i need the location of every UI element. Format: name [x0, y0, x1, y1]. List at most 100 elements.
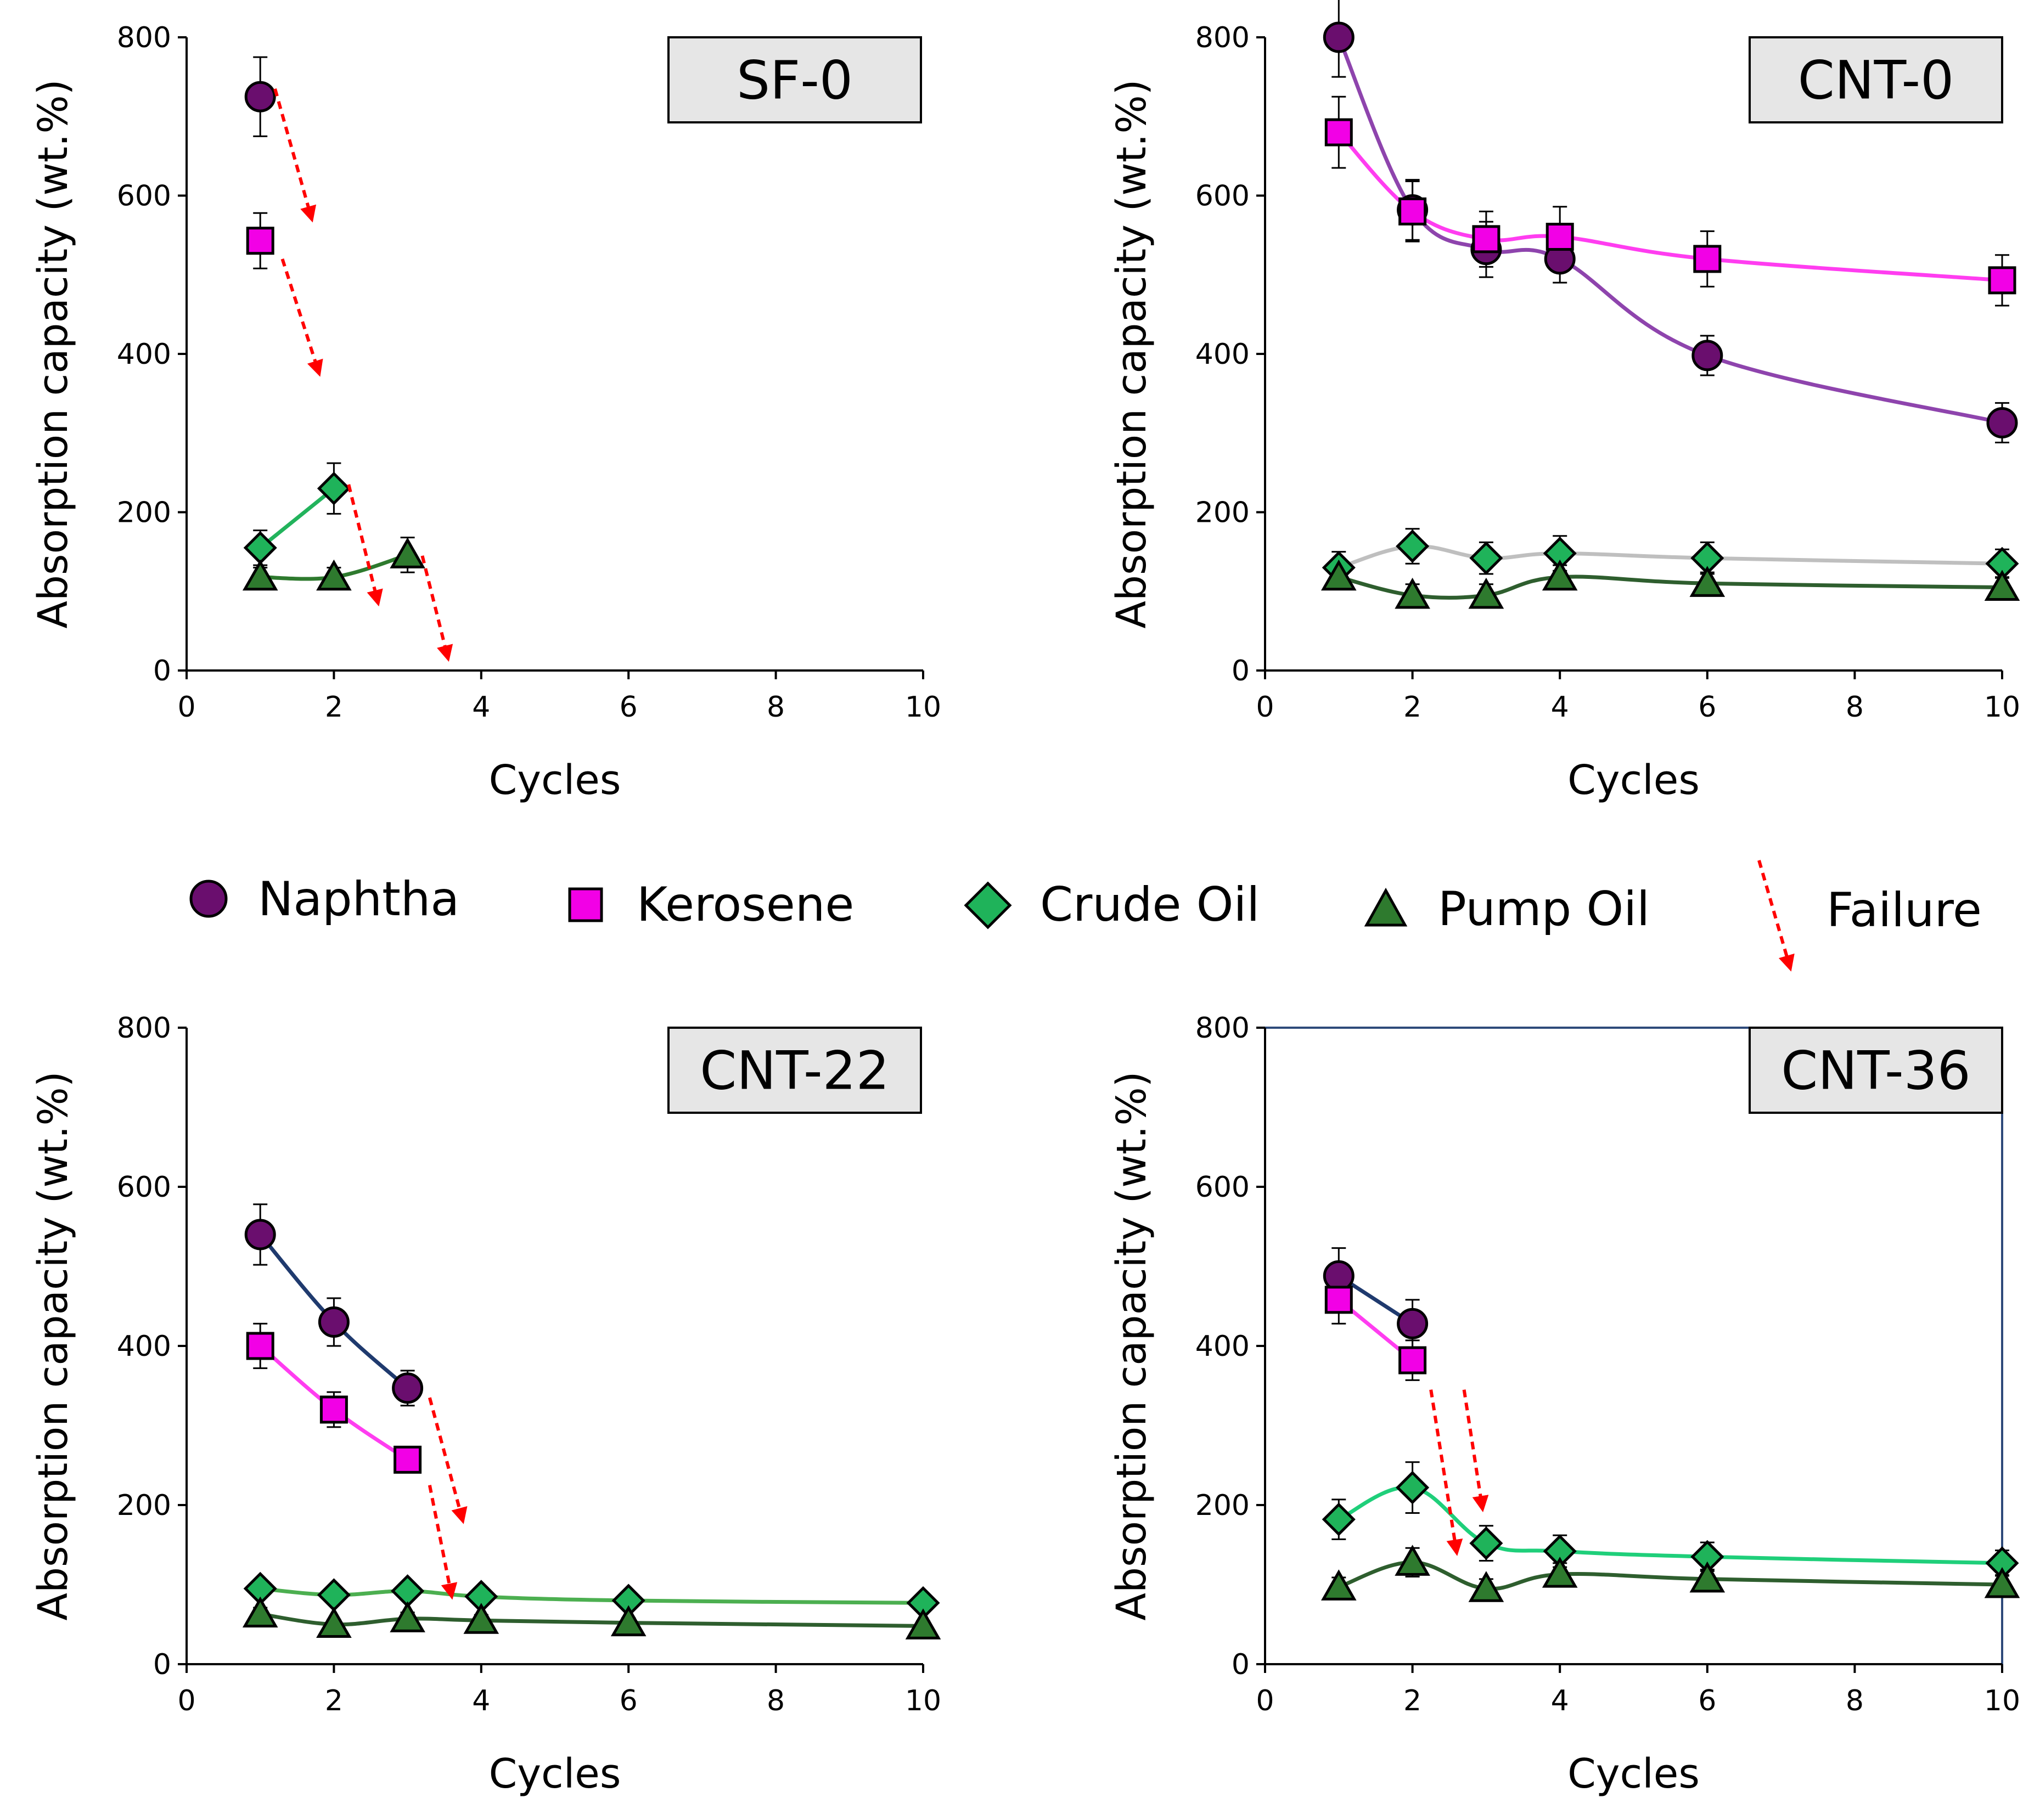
legend: Naphtha Kerosene Crude Oil Pump Oil Fail… [189, 860, 1982, 972]
cnt-36-pump-oil-point [1689, 1561, 1726, 1593]
cnt-0-x-tick-label: 10 [1984, 691, 2020, 724]
cnt-0-kerosene-line [1336, 130, 2004, 283]
sf-0-x-tick-label: 8 [767, 691, 785, 724]
sf-0-title: SF-0 [737, 50, 853, 111]
cnt-36-y-tick-label: 400 [1195, 1330, 1250, 1363]
legend-pump-oil-label: Pump Oil [1438, 882, 1650, 937]
cnt-36-pump-oil-point [1395, 1545, 1430, 1576]
cnt-22-kerosene-point [319, 1395, 348, 1424]
sf-0-pump-oil-point [242, 559, 278, 591]
sf-0-x-tick-label: 10 [905, 691, 941, 724]
cnt-22-x-tick-label: 4 [472, 1684, 490, 1717]
panel-cnt-0: 0 200 400 600 800 0 2 4 6 8 10 Cycles Absorption cap… [1108, 0, 2020, 804]
sf-0-crude-oil-point [317, 471, 351, 505]
panel-sf-0: 0 200 400 600 800 0 2 4 6 8 10 Cycles Absorption cap… [30, 21, 941, 804]
cnt-0-x-tick-label: 4 [1551, 691, 1569, 724]
legend-kerosene-marker [568, 887, 603, 922]
cnt-0-y-tick-label: 200 [1195, 497, 1250, 529]
cnt-0-pump-oil-point [1320, 559, 1357, 591]
cnt-36-x-tick-label: 8 [1846, 1684, 1864, 1717]
cnt-22-x-tick-label: 8 [767, 1684, 785, 1717]
cnt-36-x-tick-label: 6 [1698, 1684, 1716, 1717]
cnt-22-x-tick-label: 10 [905, 1684, 941, 1717]
cnt-22-y-tick-label: 0 [153, 1648, 171, 1681]
cnt-36-y-axis-title: Absorption capacity (wt.%) [1108, 1071, 1155, 1620]
sf-0-x-axis-title: Cycles [489, 757, 621, 804]
cnt-0-crude-oil-point [1396, 529, 1430, 564]
cnt-36-pump-oil-point [1984, 1567, 2020, 1598]
cnt-22-y-tick-label: 800 [117, 1012, 171, 1045]
cnt-0-kerosene-point [1324, 118, 1353, 146]
cnt-0-pump-oil-point [1984, 570, 2020, 601]
cnt-0-kerosene-point [1398, 197, 1427, 226]
cnt-36-x-tick-label: 10 [1984, 1684, 2020, 1717]
cnt-22-failure-arrow [428, 1485, 458, 1600]
cnt-22-y-axis-title: Absorption capacity (wt.%) [30, 1071, 77, 1620]
cnt-36-pump-oil-point [1542, 1557, 1578, 1588]
cnt-0-crude-oil-line [1336, 544, 2004, 570]
cnt-36-x-tick-label: 0 [1256, 1684, 1274, 1717]
cnt-22-pump-oil-point [905, 1608, 941, 1639]
cnt-36-crude-oil-point [1469, 1526, 1503, 1560]
cnt-22-kerosene-point [394, 1445, 422, 1474]
cnt-0-kerosene-point [1693, 245, 1722, 273]
cnt-0-kerosene-point [1988, 266, 2016, 295]
cnt-36-x-tick-label: 2 [1403, 1684, 1421, 1717]
cnt-36-y-tick-label: 600 [1195, 1171, 1250, 1204]
cnt-22-title-box [667, 1027, 922, 1114]
sf-0-y-tick-label: 400 [117, 338, 171, 371]
panel-cnt-22: 0 200 400 600 800 0 2 4 6 8 10 Cycles Absorption cap… [30, 1012, 941, 1798]
cnt-22-pump-oil-line [258, 1612, 925, 1628]
sf-0-pump-oil-point [316, 559, 352, 591]
cnt-0-pump-oil-line [1336, 574, 2004, 600]
cnt-22-x-tick-label: 0 [177, 1684, 195, 1717]
cnt-0-pump-oil-point [1395, 577, 1430, 609]
cnt-36-title-box [1749, 1027, 2003, 1114]
cnt-22-naphtha-point [318, 1306, 350, 1338]
legend-pump-oil-marker [1364, 887, 1408, 927]
cnt-36-x-axis-title: Cycles [1567, 1750, 1700, 1798]
sf-0-x-tick-label: 2 [325, 691, 343, 724]
cnt-22-pump-oil-point [610, 1605, 647, 1637]
legend-failure-arrow [1757, 860, 1795, 972]
sf-0-title-box [667, 36, 922, 123]
cnt-0-kerosene-point [1546, 223, 1574, 251]
cnt-0-y-tick-label: 0 [1232, 655, 1250, 688]
cnt-0-title-box [1749, 36, 2003, 123]
legend-failure-label: Failure [1827, 883, 1982, 938]
cnt-36-pump-oil-line [1336, 1560, 2004, 1591]
cnt-36-kerosene-point [1324, 1286, 1353, 1314]
cnt-0-y-axis-title: Absorption capacity (wt.%) [1108, 79, 1155, 628]
sf-0-y-tick-label: 800 [117, 21, 171, 54]
cnt-22-y-tick-label: 200 [117, 1489, 171, 1522]
cnt-36-crude-oil-point [1322, 1502, 1356, 1536]
legend-naphtha-marker [189, 880, 228, 918]
cnt-36-pump-oil-point [1468, 1571, 1504, 1602]
sf-0-kerosene-point [246, 227, 274, 255]
cnt-22-naphtha-point [244, 1219, 276, 1250]
sf-0-failure-arrow [347, 484, 383, 607]
cnt-36-y-tick-label: 200 [1195, 1489, 1250, 1522]
cnt-22-pump-oil-point [316, 1607, 352, 1638]
cnt-36-crude-oil-line [1336, 1485, 2004, 1565]
cnt-22-y-tick-label: 400 [117, 1330, 171, 1363]
cnt-36-title: CNT-36 [1781, 1040, 1970, 1102]
cnt-0-naphtha-point [1323, 21, 1355, 53]
cnt-0-title: CNT-0 [1798, 50, 1954, 111]
cnt-0-x-tick-label: 0 [1256, 691, 1274, 724]
cnt-22-kerosene-point [246, 1332, 274, 1360]
cnt-22-crude-oil-line [258, 1586, 925, 1605]
sf-0-y-tick-label: 0 [153, 655, 171, 688]
cnt-36-y-tick-label: 0 [1232, 1648, 1250, 1681]
sf-0-crude-oil-line [258, 486, 336, 550]
sf-0-naphtha-point [244, 81, 276, 112]
cnt-0-y-tick-label: 600 [1195, 180, 1250, 213]
legend-naphtha-label: Naphtha [258, 872, 459, 927]
cnt-0-pump-oil-point [1542, 559, 1578, 591]
sf-0-y-tick-label: 600 [117, 180, 171, 213]
sf-0-x-tick-label: 4 [472, 691, 490, 724]
cnt-0-pump-oil-point [1689, 566, 1726, 597]
sf-0-x-tick-label: 0 [177, 691, 195, 724]
